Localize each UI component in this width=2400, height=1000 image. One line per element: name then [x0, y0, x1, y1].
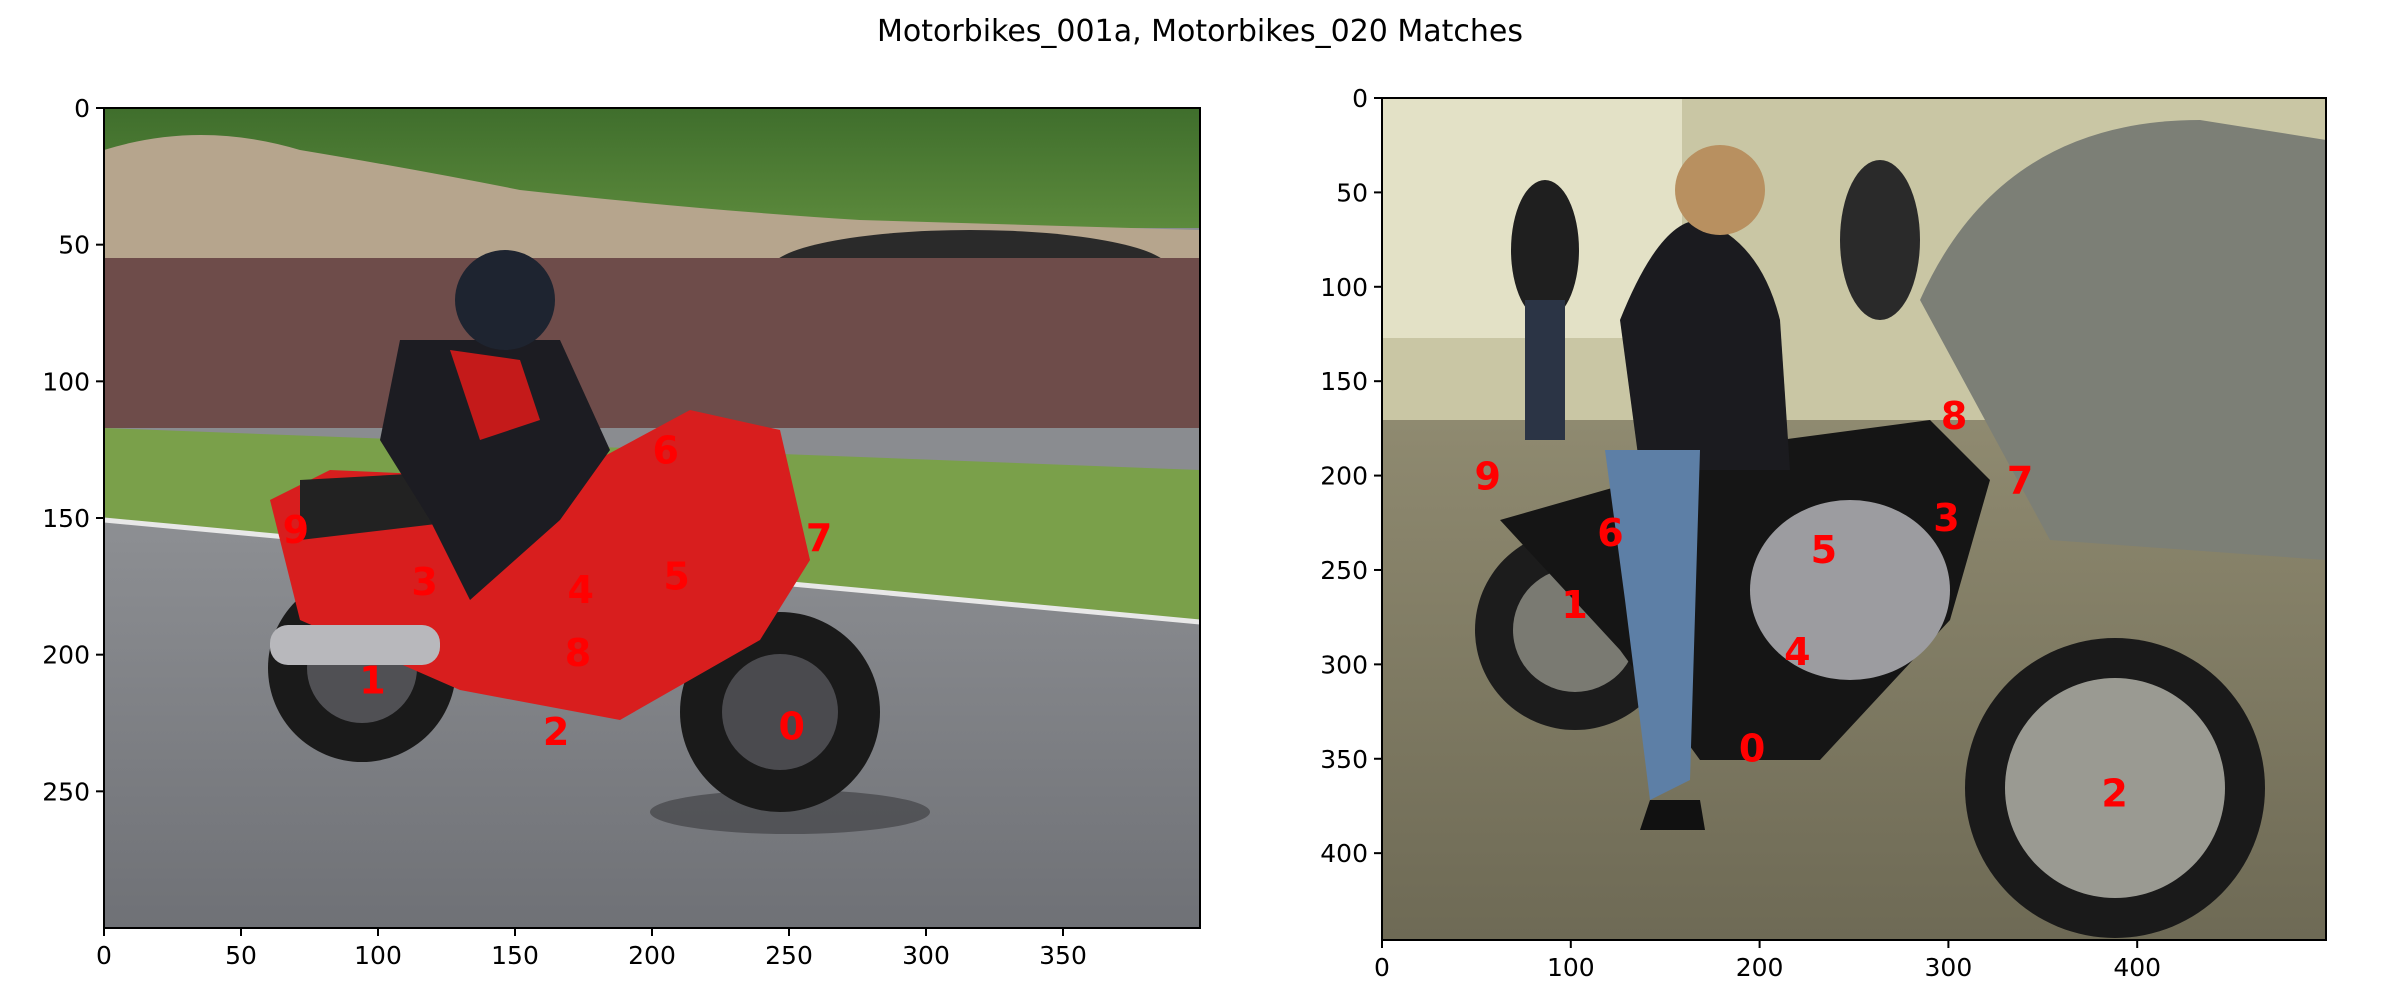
- left-x-tick-label: 100: [354, 941, 402, 970]
- left-keypoint-7: 7: [806, 516, 832, 560]
- right-keypoint-4: 4: [1784, 630, 1810, 674]
- right-x-tick: 100: [1547, 940, 1595, 982]
- left-x-tick-label: 300: [902, 941, 950, 970]
- right-x-tick: 400: [2113, 940, 2161, 982]
- left-y-tick-label: 150: [42, 504, 90, 533]
- left-y-tick: 150: [42, 504, 104, 533]
- right-y-tick: 300: [1320, 650, 1382, 679]
- left-y-tick-label: 250: [42, 777, 90, 806]
- right-y-tick: 350: [1320, 745, 1382, 774]
- right-photo: [1382, 98, 2326, 940]
- right-y-tick-label: 150: [1320, 367, 1368, 396]
- right-x-axis: 0 100 200 300 400: [1374, 940, 2161, 982]
- right-keypoint-2: 2: [2101, 772, 2127, 816]
- left-y-axis: 0 50 100 150 200 250: [42, 94, 104, 806]
- figure-title: Motorbikes_001a, Motorbikes_020 Matches: [876, 14, 1524, 49]
- left-x-tick: 250: [765, 928, 813, 970]
- right-keypoint-6: 6: [1597, 511, 1623, 555]
- right-x-tick-label: 200: [1736, 953, 1784, 982]
- left-x-tick: 350: [1039, 928, 1087, 970]
- right-keypoint-8: 8: [1941, 394, 1967, 438]
- left-x-tick-label: 200: [628, 941, 676, 970]
- left-x-tick-label: 50: [225, 941, 257, 970]
- left-keypoint-9: 9: [283, 508, 309, 552]
- right-y-tick: 250: [1320, 556, 1382, 585]
- left-x-axis: 0 50 100 150 200 250 300 350: [96, 928, 1087, 970]
- left-y-tick: 200: [42, 641, 104, 670]
- right-x-tick-label: 300: [1925, 953, 1973, 982]
- left-y-tick: 100: [42, 367, 104, 396]
- right-y-tick-label: 0: [1352, 84, 1368, 113]
- right-y-tick: 150: [1320, 367, 1382, 396]
- right-keypoint-0: 0: [1739, 726, 1765, 770]
- right-y-tick: 400: [1320, 839, 1382, 868]
- left-x-tick: 200: [628, 928, 676, 970]
- left-x-tick-label: 0: [96, 941, 112, 970]
- right-y-tick-label: 50: [1336, 178, 1368, 207]
- left-keypoints: 0 1 2 3 4 5 6 7 8 9: [283, 429, 833, 755]
- left-x-tick-label: 350: [1039, 941, 1087, 970]
- right-x-tick: 300: [1925, 940, 1973, 982]
- left-keypoint-1: 1: [359, 658, 385, 702]
- left-y-tick-label: 100: [42, 367, 90, 396]
- right-y-tick: 100: [1320, 273, 1382, 302]
- left-keypoint-4: 4: [568, 568, 594, 612]
- right-y-tick-label: 350: [1320, 745, 1368, 774]
- left-x-tick-label: 250: [765, 941, 813, 970]
- left-y-tick-label: 50: [58, 231, 90, 260]
- left-keypoint-6: 6: [652, 429, 678, 473]
- left-x-tick: 0: [96, 928, 112, 970]
- left-y-tick-label: 200: [42, 641, 90, 670]
- right-x-tick-label: 400: [2113, 953, 2161, 982]
- left-keypoint-8: 8: [565, 631, 591, 675]
- left-y-tick: 50: [58, 231, 104, 260]
- right-keypoint-3: 3: [1933, 496, 1959, 540]
- left-x-tick: 50: [225, 928, 257, 970]
- left-y-tick: 250: [42, 777, 104, 806]
- right-y-tick-label: 250: [1320, 556, 1368, 585]
- right-keypoint-1: 1: [1561, 583, 1587, 627]
- left-y-tick: 0: [74, 94, 104, 123]
- right-keypoint-7: 7: [2007, 458, 2033, 502]
- left-x-tick: 150: [491, 928, 539, 970]
- right-y-tick-label: 100: [1320, 273, 1368, 302]
- left-photo: [104, 108, 1200, 928]
- right-x-tick-label: 100: [1547, 953, 1595, 982]
- left-x-tick: 300: [902, 928, 950, 970]
- right-y-tick-label: 300: [1320, 650, 1368, 679]
- left-y-tick-label: 0: [74, 94, 90, 123]
- right-keypoints: 0 1 2 3 4 5 6 78 9: [1475, 394, 2128, 816]
- right-keypoint-5: 5: [1811, 528, 1837, 572]
- left-keypoint-0: 0: [779, 705, 805, 749]
- right-y-tick: 0: [1352, 84, 1382, 113]
- left-keypoint-3: 3: [411, 560, 437, 604]
- right-x-tick: 200: [1736, 940, 1784, 982]
- right-y-tick-label: 400: [1320, 839, 1368, 868]
- right-x-tick-label: 0: [1374, 953, 1390, 982]
- right-keypoint-9: 9: [1475, 455, 1501, 499]
- left-x-tick: 100: [354, 928, 402, 970]
- right-y-tick-label: 200: [1320, 462, 1368, 491]
- left-x-tick-label: 150: [491, 941, 539, 970]
- right-y-tick: 200: [1320, 462, 1382, 491]
- right-x-tick: 0: [1374, 940, 1390, 982]
- left-keypoint-5: 5: [663, 554, 689, 598]
- right-y-tick: 50: [1336, 178, 1382, 207]
- left-keypoint-2: 2: [543, 710, 569, 754]
- right-y-axis: 0 50 100 150 200 250 300 350 400: [1320, 84, 1382, 868]
